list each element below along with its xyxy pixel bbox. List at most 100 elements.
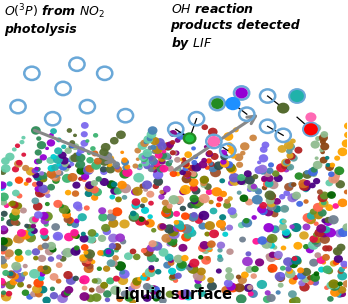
Circle shape [328, 215, 339, 224]
Circle shape [290, 224, 295, 229]
Circle shape [243, 218, 250, 223]
Circle shape [58, 163, 68, 171]
Circle shape [278, 283, 284, 288]
Circle shape [183, 292, 193, 300]
Circle shape [184, 163, 190, 169]
Circle shape [177, 260, 187, 269]
Circle shape [37, 192, 42, 196]
Circle shape [1, 157, 10, 165]
Circle shape [10, 278, 17, 285]
Circle shape [75, 163, 80, 168]
Circle shape [225, 161, 233, 168]
Circle shape [65, 190, 71, 195]
Circle shape [120, 151, 124, 154]
Circle shape [336, 291, 342, 296]
Circle shape [48, 256, 54, 262]
Circle shape [100, 178, 109, 186]
Circle shape [145, 219, 155, 228]
Circle shape [84, 249, 95, 259]
Circle shape [273, 205, 281, 212]
Circle shape [211, 153, 219, 160]
Circle shape [325, 245, 332, 251]
Circle shape [274, 251, 283, 259]
Circle shape [24, 181, 29, 186]
Circle shape [179, 188, 187, 195]
Circle shape [137, 142, 147, 150]
Circle shape [166, 203, 173, 209]
Circle shape [141, 197, 148, 203]
Circle shape [131, 188, 139, 195]
Circle shape [195, 216, 203, 224]
Circle shape [141, 248, 147, 253]
Circle shape [0, 181, 7, 189]
Circle shape [181, 212, 190, 220]
Circle shape [297, 268, 304, 274]
Circle shape [54, 147, 62, 154]
Circle shape [108, 156, 114, 161]
Circle shape [114, 248, 119, 253]
Circle shape [330, 163, 335, 168]
Circle shape [297, 272, 306, 280]
Circle shape [250, 135, 257, 141]
Circle shape [240, 151, 246, 155]
Circle shape [280, 246, 286, 250]
Circle shape [236, 294, 247, 304]
Circle shape [61, 250, 67, 255]
Circle shape [19, 140, 24, 144]
Circle shape [26, 224, 32, 229]
Circle shape [285, 269, 295, 278]
Circle shape [275, 272, 285, 281]
Circle shape [278, 145, 286, 153]
Circle shape [325, 204, 333, 211]
Circle shape [100, 169, 108, 175]
Circle shape [26, 167, 35, 176]
Circle shape [36, 181, 43, 186]
Circle shape [149, 155, 156, 162]
Circle shape [77, 167, 86, 175]
Circle shape [79, 292, 89, 301]
Circle shape [148, 285, 159, 295]
Circle shape [53, 232, 63, 241]
Circle shape [22, 289, 29, 296]
Circle shape [187, 202, 195, 209]
Circle shape [323, 265, 332, 274]
Circle shape [129, 299, 136, 304]
Circle shape [158, 194, 165, 200]
Circle shape [94, 158, 102, 165]
Circle shape [307, 279, 314, 285]
Circle shape [42, 297, 51, 304]
Circle shape [168, 195, 179, 204]
Circle shape [251, 273, 257, 279]
Circle shape [80, 140, 88, 147]
Circle shape [289, 260, 298, 268]
Circle shape [218, 248, 223, 253]
Circle shape [344, 190, 348, 194]
Circle shape [280, 205, 289, 213]
Circle shape [291, 182, 296, 187]
Circle shape [291, 256, 301, 265]
Circle shape [302, 223, 310, 230]
Circle shape [325, 156, 330, 160]
Circle shape [83, 250, 88, 255]
Circle shape [115, 196, 122, 202]
Circle shape [317, 256, 325, 264]
Circle shape [283, 167, 290, 172]
Circle shape [142, 155, 147, 159]
Circle shape [322, 218, 327, 223]
Circle shape [205, 256, 211, 261]
Circle shape [36, 136, 41, 141]
Circle shape [327, 296, 334, 302]
Circle shape [338, 147, 348, 156]
Circle shape [149, 157, 158, 165]
Circle shape [81, 173, 89, 180]
Circle shape [342, 264, 348, 269]
Circle shape [101, 224, 110, 232]
Circle shape [50, 173, 58, 180]
Circle shape [304, 170, 309, 174]
Circle shape [130, 280, 141, 289]
Circle shape [334, 250, 339, 254]
Circle shape [171, 241, 177, 247]
Circle shape [309, 259, 318, 267]
Circle shape [216, 268, 222, 274]
Circle shape [287, 193, 298, 202]
